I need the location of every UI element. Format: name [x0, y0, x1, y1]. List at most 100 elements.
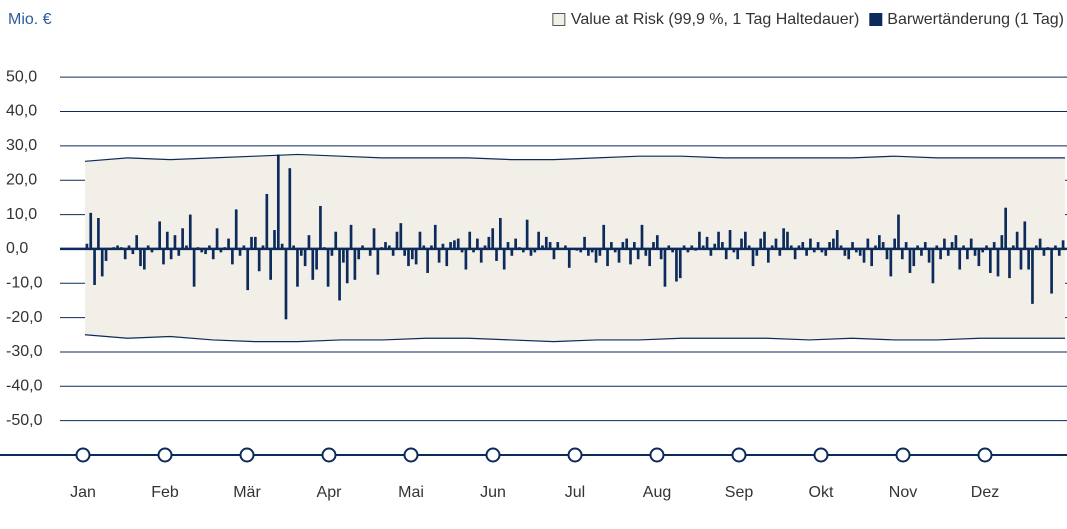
bar — [315, 248, 318, 270]
bar — [361, 245, 364, 249]
bar — [280, 243, 284, 249]
x-tick-label: Sep — [725, 484, 754, 501]
bar — [215, 228, 219, 249]
bar — [464, 248, 468, 270]
y-tick-label: 10,0 — [6, 206, 37, 223]
y-tick-label: 40,0 — [6, 103, 37, 120]
y-tick-label: 20,0 — [6, 171, 37, 188]
bar — [100, 248, 104, 277]
bar — [391, 248, 395, 256]
bar — [445, 248, 449, 267]
bar — [510, 248, 514, 256]
month-marker — [813, 447, 829, 463]
bar — [931, 248, 935, 284]
bar — [579, 248, 583, 253]
x-tick-label: Jan — [70, 484, 96, 501]
bar — [717, 231, 720, 249]
bar — [1008, 248, 1011, 279]
x-tick-label: Apr — [317, 484, 343, 501]
bar — [533, 248, 537, 253]
bar — [238, 248, 242, 256]
bar — [824, 248, 828, 256]
bar — [935, 245, 939, 249]
bar — [613, 248, 617, 253]
bar — [185, 245, 188, 249]
bar — [376, 248, 380, 275]
bar — [1000, 235, 1004, 249]
bar — [177, 248, 181, 256]
bar — [299, 248, 303, 256]
month-marker — [157, 447, 173, 463]
bar — [843, 248, 847, 256]
y-tick-label: 0,0 — [6, 240, 28, 257]
bar — [816, 242, 820, 249]
bar — [460, 248, 464, 253]
bar — [625, 238, 629, 249]
bar — [192, 248, 196, 287]
bar — [839, 245, 843, 249]
bar — [422, 245, 426, 249]
bar — [590, 248, 594, 253]
bar — [456, 238, 460, 249]
bar — [855, 248, 858, 253]
bar — [667, 245, 671, 249]
bar — [123, 248, 127, 260]
bar — [629, 248, 632, 265]
legend-swatch — [552, 13, 566, 26]
bar — [479, 248, 483, 263]
bar — [908, 248, 912, 273]
bar — [809, 238, 812, 249]
bar — [85, 243, 89, 249]
bar — [127, 245, 131, 249]
bar — [345, 248, 349, 284]
bar — [598, 248, 602, 256]
bar — [1042, 248, 1046, 256]
bar — [449, 242, 452, 249]
bar — [414, 248, 418, 265]
bar — [954, 235, 958, 249]
month-marker — [567, 447, 583, 463]
bar — [334, 231, 338, 249]
bar — [801, 242, 805, 249]
bar — [188, 214, 192, 249]
bar — [698, 231, 701, 249]
bar — [851, 242, 854, 249]
bar — [269, 248, 273, 280]
bar — [740, 238, 743, 249]
bar — [966, 248, 969, 260]
bar — [701, 245, 705, 249]
bar — [828, 242, 831, 249]
bar — [353, 248, 357, 280]
bar — [548, 242, 552, 249]
bar — [969, 238, 973, 249]
bar — [303, 248, 307, 267]
bar — [246, 248, 250, 291]
bar — [319, 205, 322, 249]
bar — [430, 245, 433, 249]
y-tick-label: -30,0 — [6, 343, 43, 360]
bar — [996, 248, 1000, 277]
y-tick-label: 30,0 — [6, 137, 37, 154]
bar — [556, 242, 560, 249]
bar — [763, 231, 766, 249]
x-tick-label: Aug — [643, 484, 671, 501]
bar — [751, 248, 755, 267]
bar — [797, 245, 801, 249]
bar — [407, 248, 410, 267]
bar — [923, 242, 927, 249]
bar — [705, 236, 709, 249]
bar — [759, 238, 763, 249]
bar — [514, 238, 518, 249]
bar — [881, 242, 885, 249]
var-lower — [84, 334, 1065, 343]
bar — [204, 248, 207, 255]
bar — [476, 238, 479, 249]
x-tick-label: Feb — [151, 484, 179, 501]
month-marker — [403, 447, 419, 463]
bar — [89, 212, 93, 249]
bar — [1038, 238, 1042, 249]
bar — [755, 248, 759, 256]
bar — [874, 245, 877, 249]
bar — [158, 221, 161, 249]
bar — [426, 248, 429, 273]
